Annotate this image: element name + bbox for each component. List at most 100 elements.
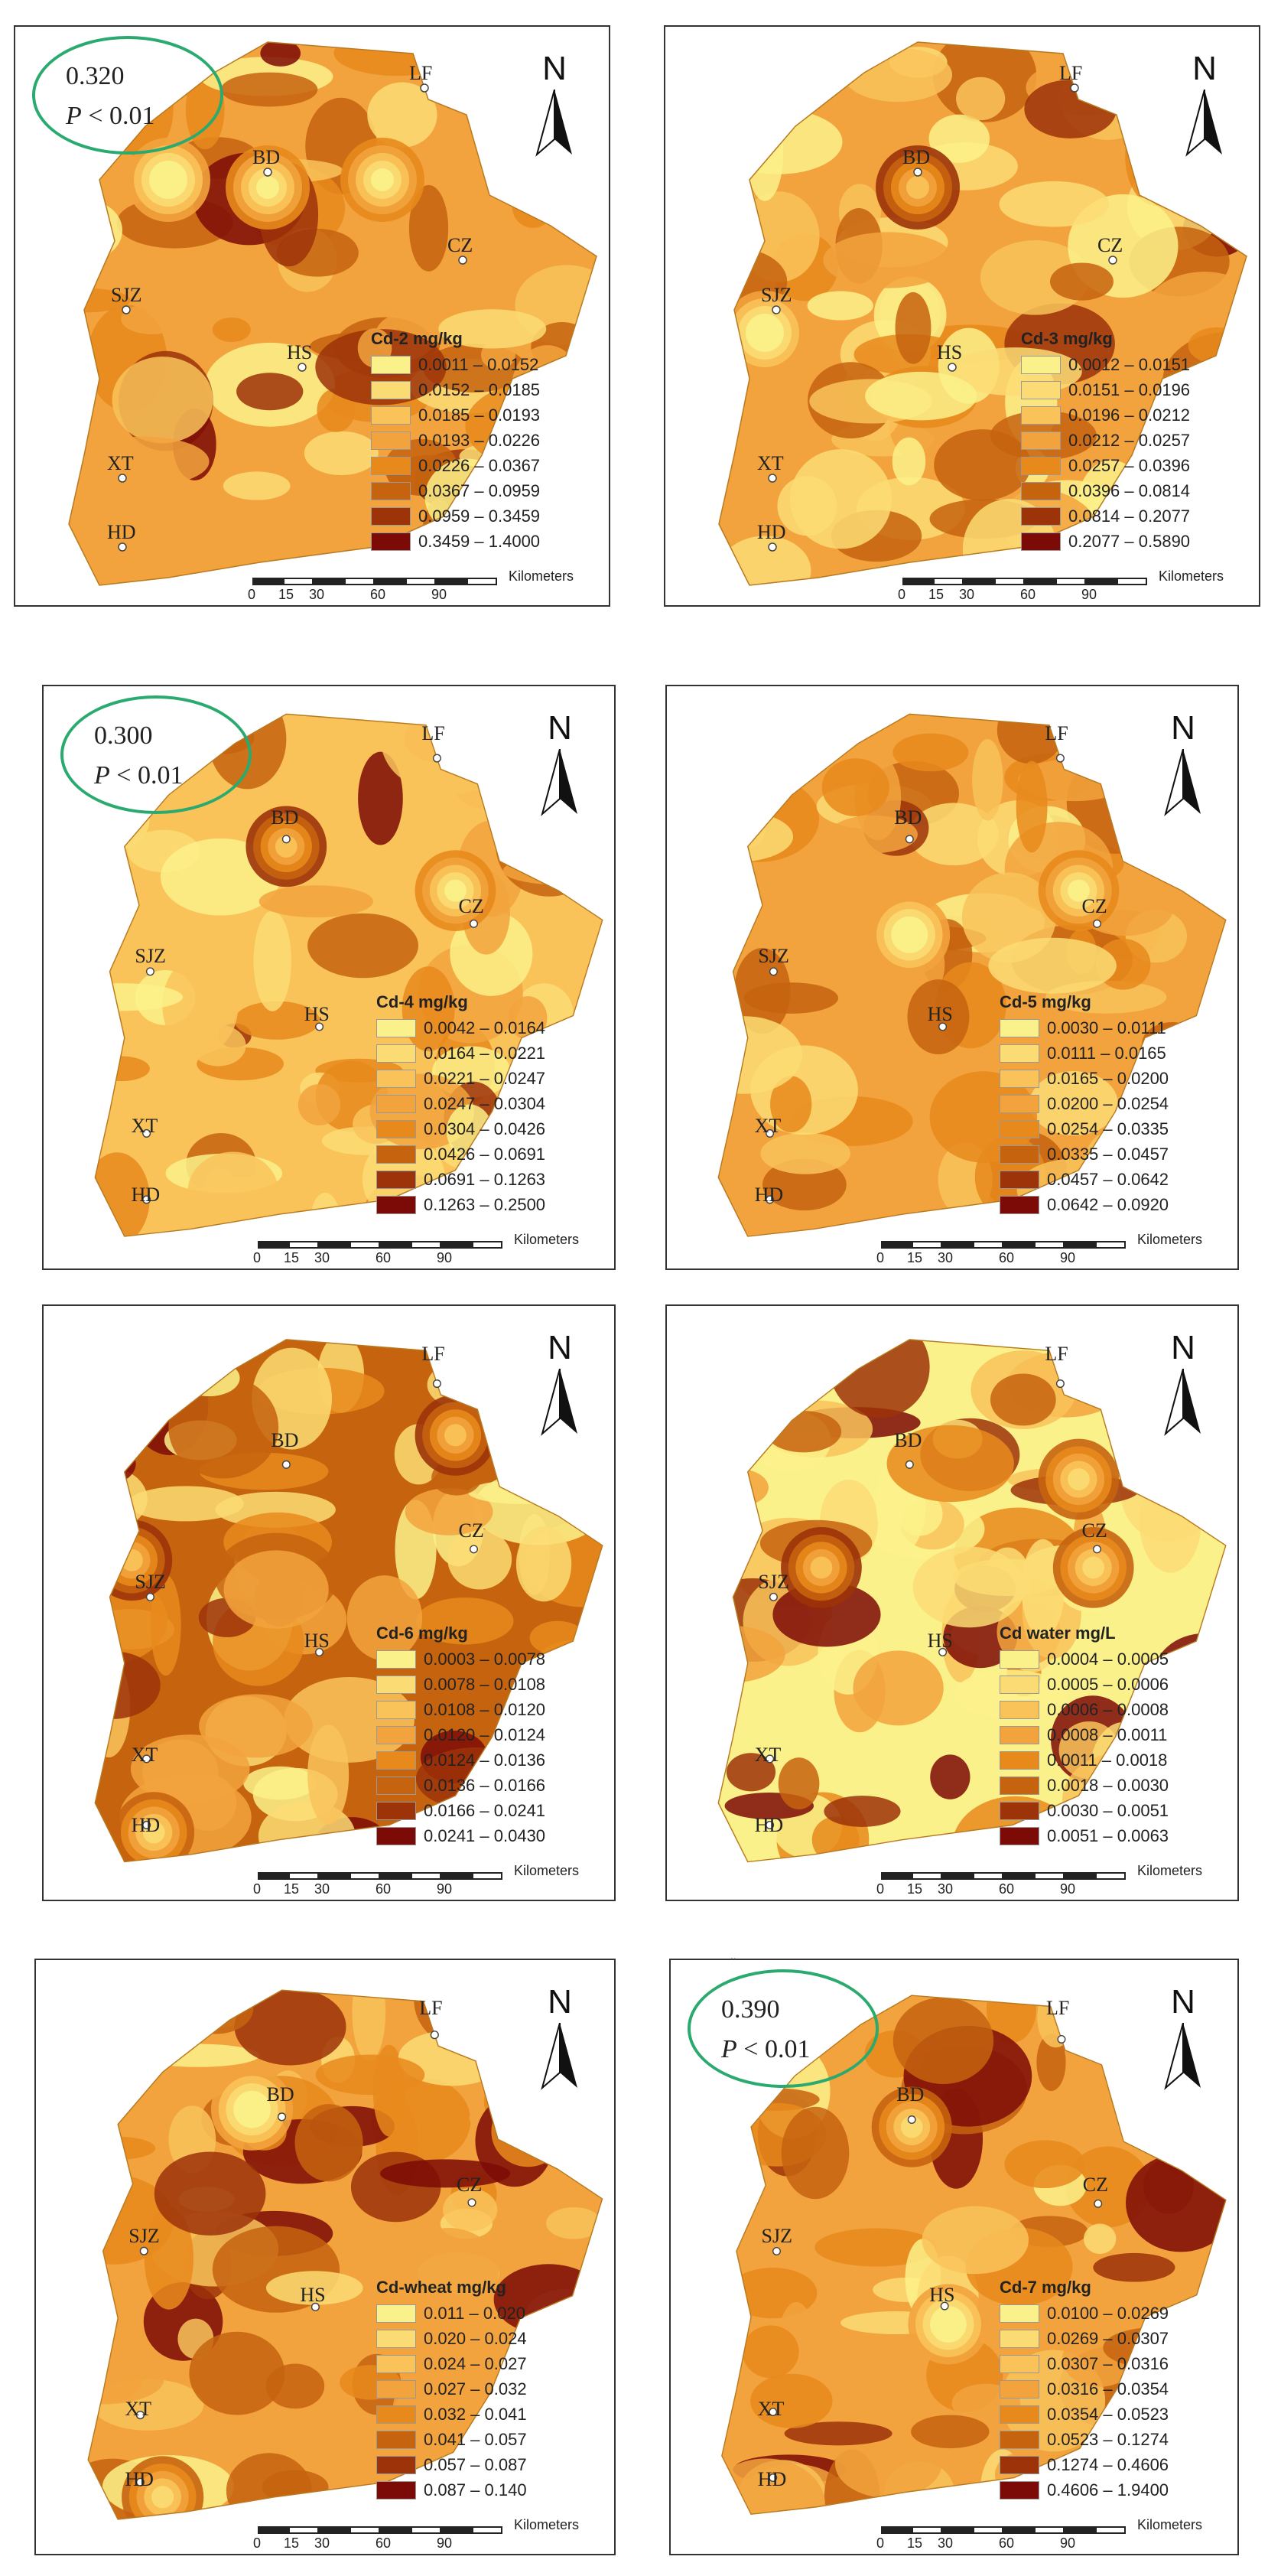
hotspot xyxy=(149,161,187,199)
concentration-patch xyxy=(718,810,794,862)
city-marker-cz xyxy=(1092,1545,1102,1554)
concentration-patch xyxy=(821,2192,915,2219)
legend-entry: 0.0100 – 0.0269 xyxy=(1000,2301,1169,2326)
concentration-patch xyxy=(150,1575,181,1676)
concentration-patch xyxy=(560,515,597,585)
concentration-patch xyxy=(895,291,931,364)
city-marker-bd xyxy=(905,835,914,844)
concentration-patch xyxy=(447,1529,512,1590)
scale-bar: 0 15 30 60 90 Kilometers xyxy=(250,1863,579,1900)
city-marker-lf xyxy=(420,83,429,93)
scale-tick-label: 30 xyxy=(314,2535,330,2551)
legend-entry: 0.011 – 0.020 xyxy=(376,2301,527,2326)
concentration-patch xyxy=(988,937,1117,994)
city-marker-hd xyxy=(142,1195,151,1204)
legend-entry: 0.0005 – 0.0006 xyxy=(1000,1672,1169,1697)
concentration-patch xyxy=(545,1142,591,1174)
region-map xyxy=(717,1339,1227,1863)
legend-entry: 0.0221 – 0.0247 xyxy=(376,1066,545,1091)
region-map xyxy=(87,1989,603,2520)
concentration-patch xyxy=(1029,1071,1118,1136)
north-arrow-icon: N xyxy=(528,50,581,164)
scale-tick-label: 90 xyxy=(1060,2535,1076,2551)
city-label-lf: LF xyxy=(409,62,433,84)
concentration-patch xyxy=(934,429,1031,501)
city-label-cz: CZ xyxy=(457,2174,483,2197)
city-marker-hd xyxy=(768,542,777,552)
legend-swatch xyxy=(371,532,411,551)
legend-swatch xyxy=(1000,2405,1039,2424)
concentration-patch xyxy=(784,2421,892,2446)
city-marker-hd xyxy=(766,1195,775,1204)
legend: Cd-3 mg/kg 0.0012 – 0.0151 0.0151 – 0.0196… xyxy=(1021,329,1190,554)
legend-entry: 0.0051 – 0.0063 xyxy=(1000,1823,1169,1848)
city-label-bd: BD xyxy=(266,2083,294,2105)
city-marker-xt xyxy=(766,1754,775,1763)
legend-entry: 0.0012 – 0.0151 xyxy=(1021,352,1190,377)
city-marker-sjz xyxy=(139,2246,148,2255)
concentration-patch xyxy=(997,714,1065,764)
concentration-patch xyxy=(930,1754,971,1799)
concentration-patch xyxy=(508,996,548,1040)
north-label: N xyxy=(548,709,572,747)
city-marker-hd xyxy=(769,2473,778,2483)
legend-title: Cd-7 mg/kg xyxy=(1000,2278,1091,2297)
scale-tick-label: 15 xyxy=(284,2535,300,2551)
concentration-patch xyxy=(352,1990,386,2062)
scale-tick-label: 30 xyxy=(938,1250,954,1265)
city-label-hd: HD xyxy=(107,521,136,543)
legend-range-label: 0.0304 – 0.0426 xyxy=(424,1119,546,1138)
north-arrow-icon: N xyxy=(533,1329,587,1444)
legend-range-label: 0.0003 – 0.0078 xyxy=(424,1649,546,1669)
hotspot xyxy=(930,2306,967,2343)
concentration-patch xyxy=(189,2331,285,2415)
concentration-patch xyxy=(109,2001,140,2024)
scale-bar: 0 15 30 60 90 Kilometers xyxy=(250,1232,579,1268)
legend-entry: 0.0011 – 0.0152 xyxy=(371,352,540,377)
city-marker-bd xyxy=(907,2115,916,2125)
concentration-patch xyxy=(743,982,839,1014)
concentration-patch xyxy=(766,1411,842,1453)
legend-swatch xyxy=(1000,1094,1039,1113)
city-label-cz: CZ xyxy=(1082,2174,1108,2197)
concentration-patch xyxy=(972,739,1003,821)
concentration-patch xyxy=(379,2159,511,2188)
concentration-patch xyxy=(223,471,291,500)
concentration-patch xyxy=(223,1550,329,1629)
concentration-patch xyxy=(304,431,379,476)
city-label-hs: HS xyxy=(927,1629,953,1652)
legend-swatch xyxy=(1000,1018,1039,1037)
city-label-bd: BD xyxy=(271,806,299,829)
north-arrow-icon: N xyxy=(1178,50,1231,164)
concentration-patch xyxy=(1036,2034,1066,2092)
city-marker-lf xyxy=(432,754,441,763)
city-marker-xt xyxy=(142,1754,151,1763)
legend-range-label: 0.057 – 0.087 xyxy=(424,2454,527,2474)
concentration-patch xyxy=(260,42,301,67)
legend-range-label: 0.0006 – 0.0008 xyxy=(1047,1699,1169,1719)
city-label-xt: XT xyxy=(757,452,784,474)
city-marker-bd xyxy=(281,835,291,844)
city-label-hd: HD xyxy=(125,2467,154,2490)
concentration-patch xyxy=(234,1990,346,2066)
legend-range-label: 0.0642 – 0.0920 xyxy=(1047,1194,1169,1214)
legend-swatch xyxy=(371,481,411,500)
legend-swatch xyxy=(376,2329,416,2348)
legend-range-label: 0.0316 – 0.0354 xyxy=(1047,2379,1169,2399)
city-label-hd: HD xyxy=(754,1184,784,1207)
concentration-patch xyxy=(829,1339,930,1418)
legend: Cd-4 mg/kg 0.0042 – 0.0164 0.0164 – 0.0221… xyxy=(376,992,545,1217)
scale-tick-label: 60 xyxy=(376,1881,392,1897)
legend-range-label: 0.087 – 0.140 xyxy=(424,2480,527,2499)
city-marker-sjz xyxy=(145,1592,154,1601)
legend-range-label: 0.0152 – 0.0185 xyxy=(418,379,541,399)
concentration-patch xyxy=(253,910,291,1011)
north-label: N xyxy=(548,1983,572,2021)
legend-swatch xyxy=(1000,1826,1039,1845)
concentration-patch xyxy=(721,2458,826,2515)
map-panel-cdwater: LF BD CZ SJZ HS XT HD N Cd water mg/L 0.0004 – 0.… xyxy=(665,1304,1239,1901)
legend-range-label: 0.0523 – 0.1274 xyxy=(1047,2429,1169,2449)
concentration-patch xyxy=(78,436,210,487)
concentration-patch xyxy=(190,1024,246,1067)
city-label-bd: BD xyxy=(271,1429,299,1451)
